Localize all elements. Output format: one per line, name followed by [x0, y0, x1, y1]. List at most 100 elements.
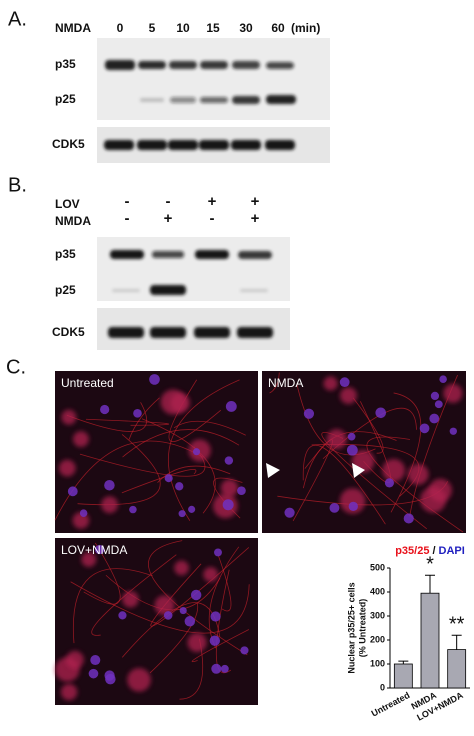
- neurite: [168, 379, 240, 521]
- time-label: 30: [239, 21, 253, 35]
- nucleus: [329, 502, 340, 513]
- nucleus: [188, 505, 196, 513]
- cell-body: [61, 409, 77, 425]
- time-label: 0: [117, 21, 124, 35]
- cell-body: [58, 459, 76, 477]
- nucleus: [133, 408, 142, 418]
- time-unit: (min): [291, 21, 320, 35]
- nucleus: [214, 548, 222, 557]
- nucleus: [222, 499, 234, 511]
- nucleus: [209, 635, 221, 646]
- nucleus: [67, 486, 78, 497]
- nucleus: [163, 611, 173, 620]
- nucleus: [211, 663, 222, 674]
- bands: [104, 60, 296, 150]
- cell-body: [187, 632, 207, 653]
- time-label: 5: [149, 21, 156, 35]
- legend-text: p35/25: [395, 545, 429, 557]
- micrograph: Untreated: [54, 371, 258, 533]
- cell-body: [174, 560, 189, 576]
- cell-body: [443, 383, 463, 403]
- nucleus: [88, 668, 99, 679]
- nucleus: [339, 377, 350, 388]
- neurite: [149, 602, 199, 674]
- image-label: NMDA: [268, 376, 303, 390]
- y-tick-label: 0: [380, 682, 385, 692]
- cell-body: [203, 567, 219, 582]
- band-label: p25: [55, 92, 76, 106]
- neurite: [72, 568, 153, 644]
- cell-body: [122, 591, 139, 608]
- neurite: [83, 542, 121, 605]
- arrowhead: [266, 463, 280, 478]
- nucleus: [129, 505, 137, 514]
- loading-label: CDK5: [52, 325, 85, 339]
- band-label: p35: [55, 247, 76, 261]
- nucleus: [284, 507, 295, 518]
- nucleus: [449, 427, 457, 435]
- cell-body: [66, 650, 84, 669]
- panel-label: B.: [8, 174, 27, 196]
- cell-body: [60, 683, 78, 701]
- treatment-sign: +: [164, 210, 173, 227]
- treatment-label: NMDA: [55, 214, 91, 228]
- nucleus: [90, 655, 101, 666]
- nucleus: [179, 606, 187, 615]
- neurite: [157, 465, 231, 483]
- treatment-sign: +: [251, 210, 260, 227]
- neurite: [217, 555, 232, 612]
- neurite: [141, 418, 216, 514]
- treatment-sign: +: [208, 193, 217, 210]
- nucleus: [237, 486, 246, 496]
- micrograph: NMDA: [262, 371, 466, 533]
- nucleus: [225, 401, 237, 412]
- neurite: [91, 554, 177, 636]
- bar-chart: p35/25/ DAPI Nuclear p35/25+ cells (% Untre…: [346, 545, 470, 723]
- treatment-label: NMDA: [55, 21, 91, 35]
- nucleus: [100, 404, 110, 415]
- cell-body: [160, 389, 186, 415]
- micrograph: LOV+NMDA: [55, 538, 258, 705]
- y-tick-label: 400: [370, 586, 385, 596]
- nucleus: [190, 589, 202, 601]
- nucleus: [192, 448, 201, 456]
- nucleus: [105, 673, 116, 685]
- neurite: [121, 469, 197, 494]
- cells: [55, 540, 250, 701]
- nucleus: [164, 474, 173, 483]
- cell-body: [81, 552, 97, 567]
- time-label: 10: [176, 21, 190, 35]
- nucleus: [439, 375, 447, 383]
- nucleus: [240, 646, 249, 655]
- loading-label: CDK5: [52, 137, 85, 151]
- bar: [447, 649, 467, 689]
- nucleus: [210, 611, 221, 622]
- nucleus: [104, 479, 115, 491]
- error-bar: [398, 660, 409, 664]
- treatment-sign: -: [210, 210, 215, 227]
- y-tick-label: 300: [370, 610, 385, 620]
- treatment-label: LOV: [55, 197, 80, 211]
- nucleus: [348, 501, 358, 511]
- cell-body: [101, 496, 119, 514]
- stain-legend: p35/25/ DAPI: [395, 545, 465, 557]
- cell-body: [340, 387, 357, 405]
- panel-label: A.: [8, 8, 27, 30]
- bands: [108, 250, 273, 338]
- nucleus: [175, 482, 184, 491]
- nucleus: [434, 400, 443, 409]
- neurite: [173, 420, 246, 436]
- cells: [269, 372, 464, 533]
- neurite: [85, 418, 170, 426]
- significance: *: [426, 553, 434, 575]
- time-label: 60: [271, 21, 285, 35]
- cell-body: [339, 488, 366, 514]
- significance: **: [449, 613, 465, 635]
- nucleus: [346, 444, 358, 456]
- nucleus: [347, 432, 356, 441]
- blot: [97, 38, 330, 120]
- nucleus: [429, 413, 440, 424]
- nucleus: [224, 456, 234, 465]
- nucleus: [149, 374, 160, 385]
